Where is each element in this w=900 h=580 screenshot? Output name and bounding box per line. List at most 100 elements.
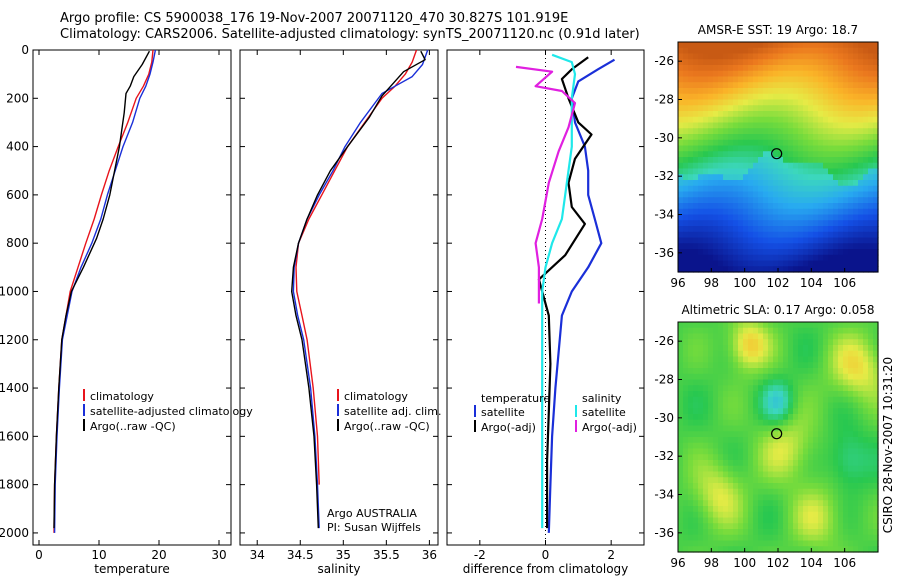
map-cell [798,162,804,170]
map-cell [828,231,834,239]
map-cell [778,128,784,135]
map-cell [768,506,774,513]
map-cell [778,362,784,369]
map-cell [778,249,784,256]
map-cell [798,517,804,524]
map-cell [868,333,874,340]
map-cell [818,500,824,507]
map-cell [808,208,814,216]
map-cell [808,191,814,198]
map-cell [823,231,829,239]
map-cell [803,465,809,473]
map-cell [838,471,844,478]
map-cell [833,191,839,198]
map-cell [798,506,804,513]
map-cell [768,266,774,273]
map-cell [783,180,789,187]
map-cell [688,47,694,55]
map-cell [718,59,724,66]
map-cell [758,105,764,112]
map-cell [843,70,849,78]
annotation-pi: PI: Susan Wijffels [327,521,421,534]
map-cell [813,419,819,427]
map-cell [713,529,719,536]
map-cell [723,197,729,204]
map-cell [818,339,824,346]
map-cell [798,523,804,530]
map-cell [733,540,739,547]
map-cell [788,76,794,83]
map-cell [868,460,874,467]
map-cell [688,368,694,375]
map-cell [718,454,724,461]
map-cell [848,116,854,124]
map-cell [868,157,874,164]
map-cell [738,356,744,363]
map-cell [748,174,754,181]
map-cell [808,333,814,340]
map-cell [758,70,764,78]
map-cell [798,82,804,89]
map-cell [813,145,819,152]
map-cell [738,379,744,386]
map-cell [678,391,684,398]
map-cell [688,454,694,461]
map-cell [693,414,699,421]
map-cell [853,506,859,513]
map-cell [688,65,694,72]
map-cell [788,483,794,490]
map-cell [708,460,714,467]
x-tick-label: 0 [542,548,550,562]
map-cell [733,59,739,66]
map-cell [793,88,799,95]
map-cell [698,266,704,273]
map-cell [863,203,869,210]
map-cell [683,442,689,450]
map-cell [808,477,814,484]
map-cell [843,266,849,273]
map-cell [778,488,784,496]
map-cell [853,47,859,55]
map-cell [678,322,684,329]
map-cell [748,197,754,204]
map-cell [773,157,779,164]
map-cell [778,93,784,101]
map-cell [688,88,694,95]
map-cell [863,111,869,118]
map-cell [698,419,704,427]
map-cell [853,448,859,455]
map-cell [728,260,734,267]
map-cell [823,185,829,193]
map-cell [788,59,794,66]
legend-entry: temperature [481,392,550,405]
map-cell [843,419,849,427]
map-cell [768,345,774,352]
map-cell [743,197,749,204]
map-cell [833,488,839,496]
map-cell [773,540,779,547]
map-cell [798,76,804,83]
map-cell [873,53,879,60]
map-cell [693,345,699,352]
map-cell [843,396,849,404]
map-cell [743,214,749,221]
map-cell [768,356,774,363]
map-cell [743,237,749,244]
map-cell [868,425,874,432]
map-cell [753,500,759,507]
map-cell [823,88,829,95]
map-cell [733,53,739,60]
map-cell [788,414,794,421]
map-cell [693,70,699,78]
map-cell [813,396,819,404]
map-cell [813,523,819,530]
map-cell [753,511,759,519]
map-x-tick-label: 106 [833,276,856,290]
map-cell [678,231,684,239]
map-cell [763,122,769,129]
map-cell [848,425,854,432]
map-cell [698,162,704,170]
map-cell [813,385,819,392]
map-cell [678,483,684,490]
map-cell [718,396,724,404]
